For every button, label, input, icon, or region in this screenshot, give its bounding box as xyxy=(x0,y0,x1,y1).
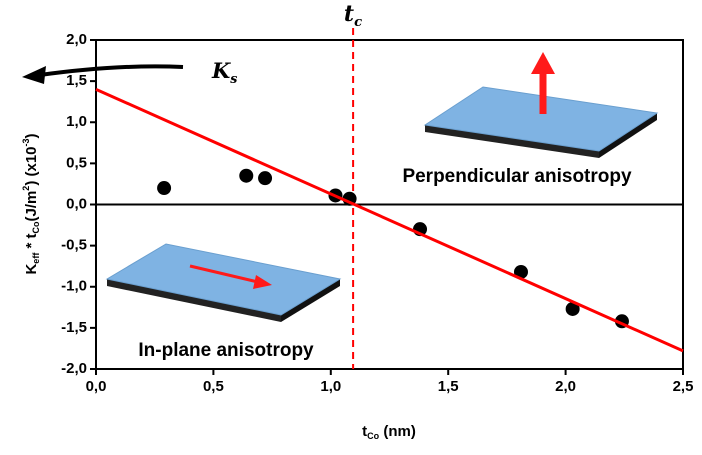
label-part: c xyxy=(354,15,362,30)
x-tick-label: 2,5 xyxy=(673,378,694,395)
label-part: K xyxy=(23,264,40,275)
label-part: -3 xyxy=(21,138,31,146)
data-point xyxy=(513,264,528,279)
ks-label: Ks xyxy=(211,58,237,87)
y-tick-label: -0,5 xyxy=(61,237,87,254)
annotation: In-plane anisotropy xyxy=(138,340,314,361)
label-part: s xyxy=(230,71,237,86)
tc-label: tc xyxy=(344,1,362,30)
y-tick-label: -1,5 xyxy=(61,319,87,336)
y-tick-label: 2,0 xyxy=(66,31,87,48)
y-tick-label: -1,0 xyxy=(61,278,87,295)
x-tick-label: 1,0 xyxy=(320,378,341,395)
label-part: ) (x10 xyxy=(23,146,40,185)
label-part: (J/m xyxy=(23,191,40,222)
label-part: (nm) xyxy=(379,423,416,440)
label-part: 2 xyxy=(21,186,31,191)
y-tick-label: 1,0 xyxy=(66,113,87,130)
y-axis-label: Keff * tCo(J/m2) (x10-3) xyxy=(21,133,41,274)
label-part: t xyxy=(344,1,354,27)
data-point xyxy=(565,301,580,316)
x-tick-label: 0,0 xyxy=(86,378,107,395)
label-part: Co xyxy=(31,221,41,233)
annotation: Perpendicular anisotropy xyxy=(402,166,632,187)
label-part: ) xyxy=(23,133,40,138)
y-tick-label: 0,5 xyxy=(66,154,87,171)
y-tick-label: -2,0 xyxy=(61,360,87,377)
data-point xyxy=(258,171,273,186)
x-tick-label: 0,5 xyxy=(203,378,224,395)
label-part: K xyxy=(211,58,231,83)
x-axis-label: tCo (nm) xyxy=(362,423,416,441)
label-part: t xyxy=(362,423,367,440)
label-part: Co xyxy=(367,431,379,441)
x-tick-label: 2,0 xyxy=(555,378,576,395)
y-tick-label: 0,0 xyxy=(66,195,87,212)
y-tick-label: 1,5 xyxy=(66,72,87,89)
perpendicular-plate xyxy=(423,52,659,158)
ks-arrow xyxy=(22,64,184,84)
data-point xyxy=(157,181,172,196)
data-point xyxy=(239,168,254,183)
x-tick-label: 1,5 xyxy=(438,378,459,395)
in-plane-plate xyxy=(105,243,342,322)
fit-line xyxy=(95,87,684,353)
label-part: eff xyxy=(31,252,41,264)
label-part: * t xyxy=(23,234,40,253)
